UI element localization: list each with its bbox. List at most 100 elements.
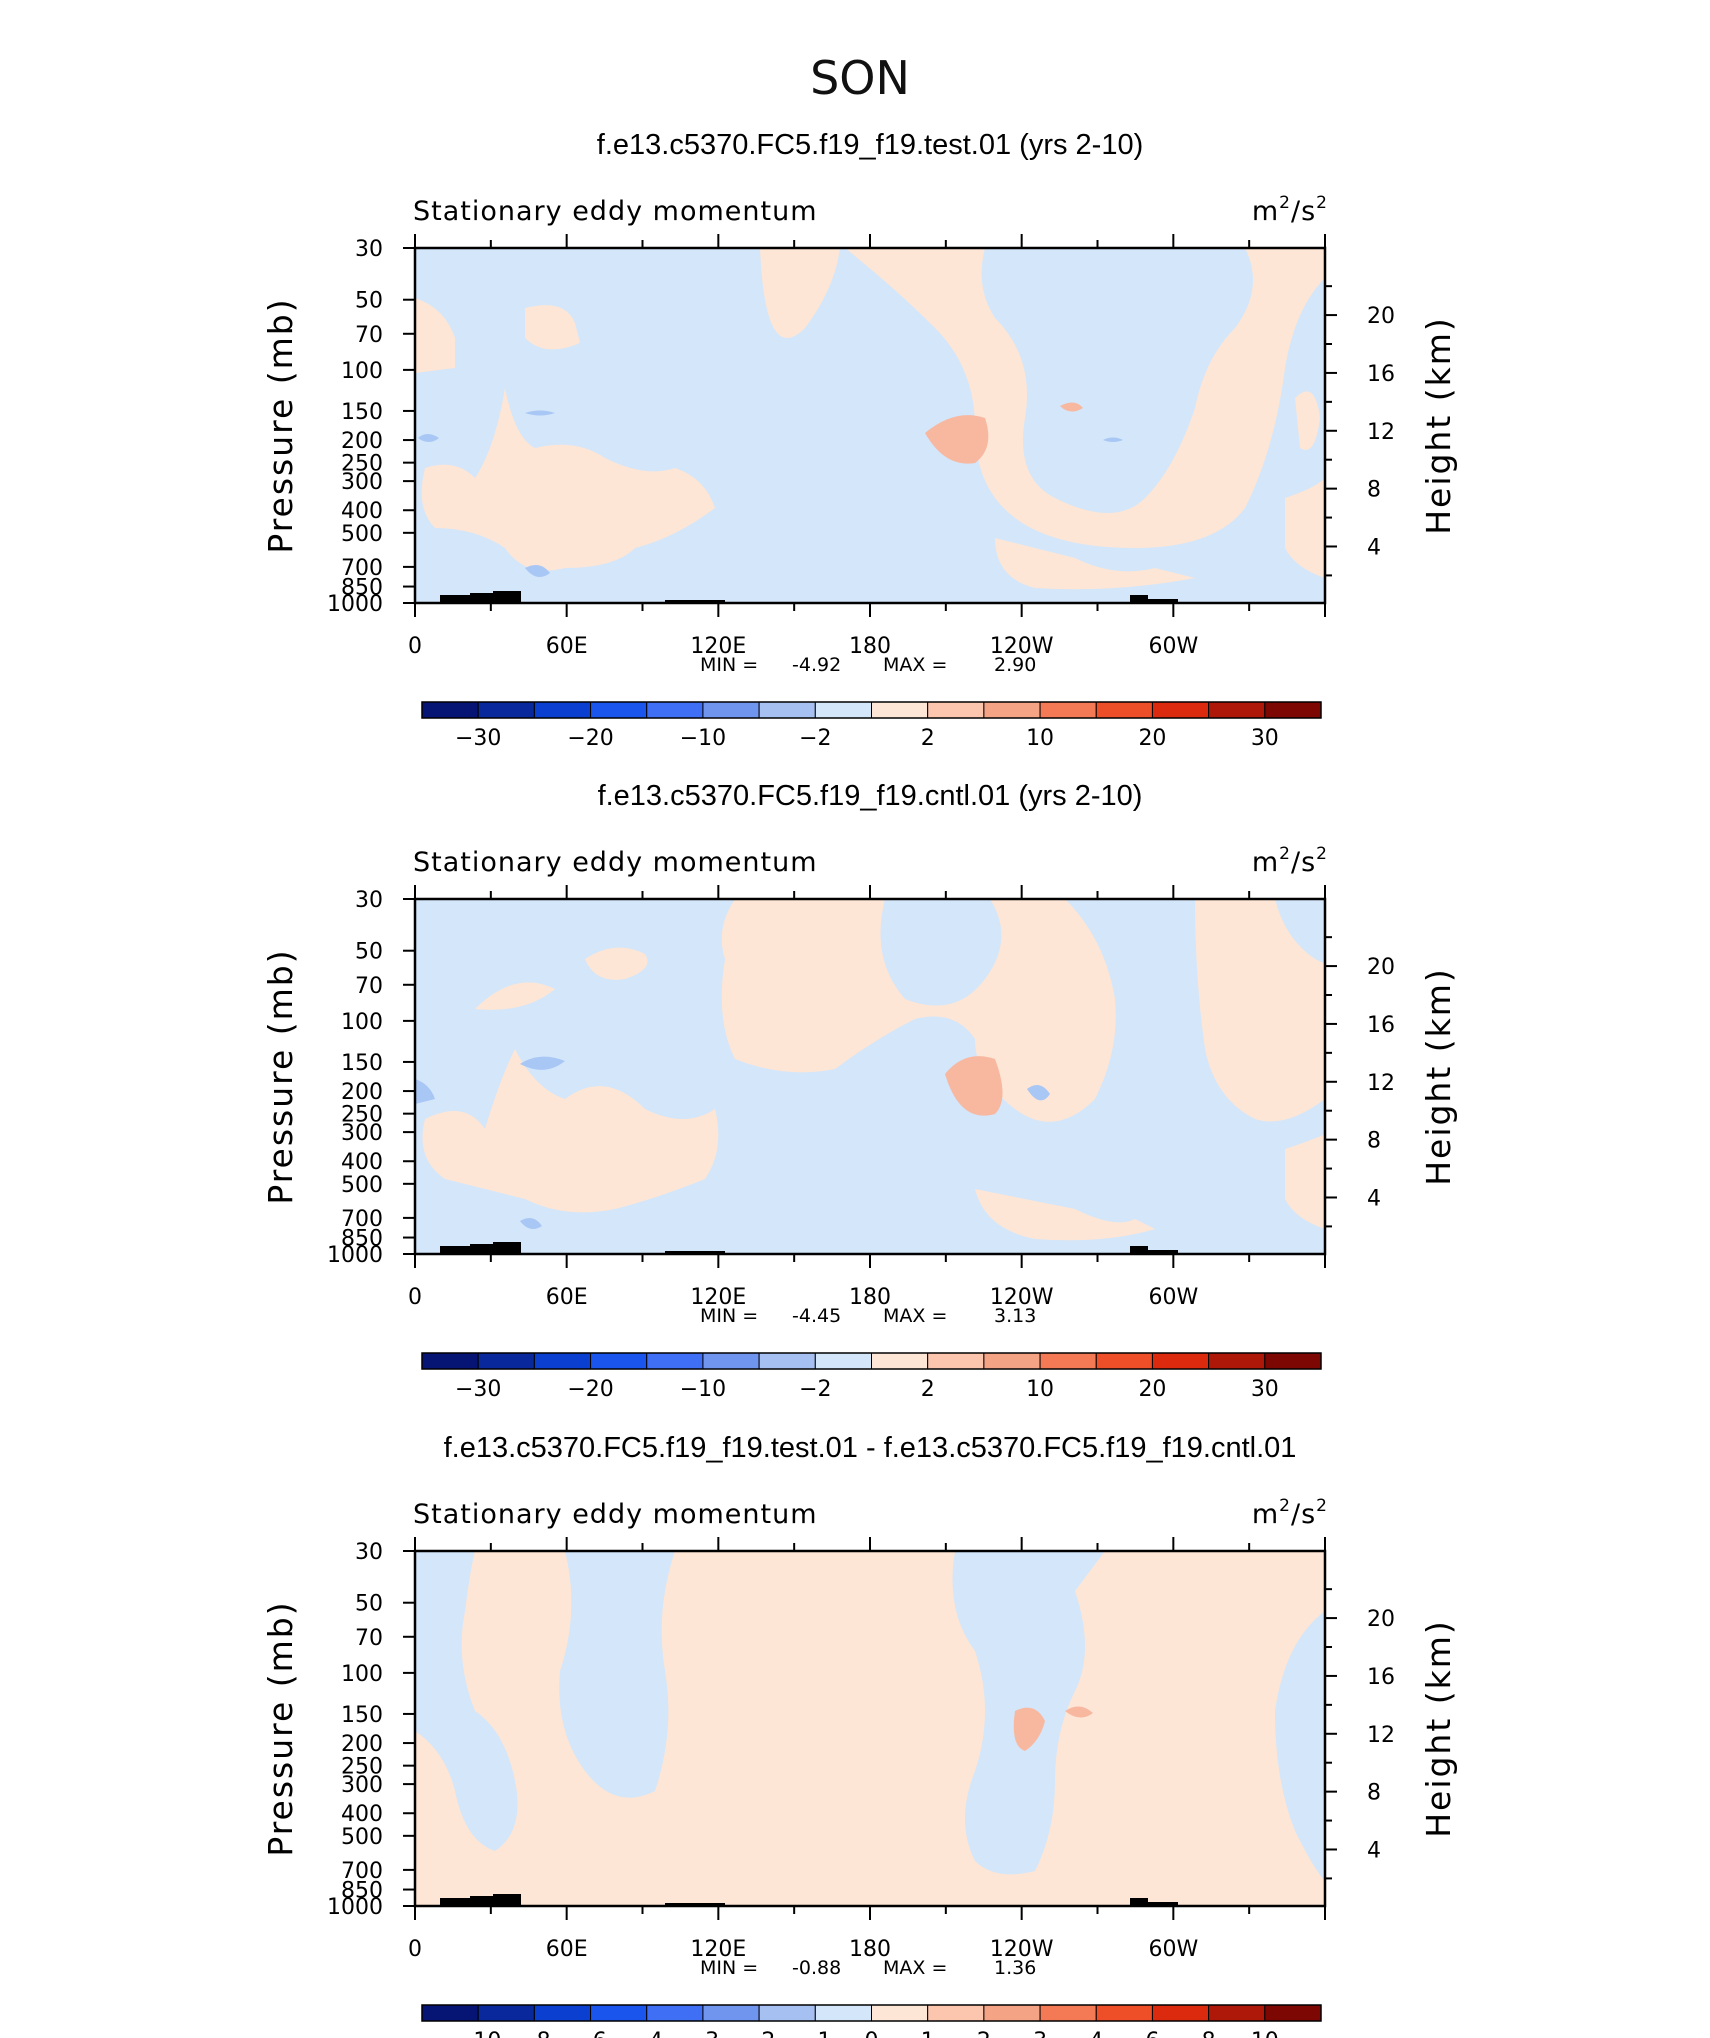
x-tick-label: 60E bbox=[546, 634, 588, 659]
colorbar-swatch bbox=[646, 1352, 704, 1370]
min-label: MIN = bbox=[700, 1305, 758, 1327]
min-value: -4.45 bbox=[792, 1305, 841, 1327]
colorbar: −30 −20 −10 −2 2 10 20 30 bbox=[421, 1352, 1322, 1402]
colorbar-label: −20 bbox=[567, 726, 613, 751]
y-right-tick-label: 20 bbox=[1367, 1607, 1395, 1632]
colorbar-label: −2 bbox=[799, 1377, 831, 1402]
y-tick-label: 200 bbox=[341, 1080, 383, 1105]
figure-title: SON bbox=[810, 51, 910, 105]
x-tick-label: 60E bbox=[546, 1937, 588, 1962]
y-tick-label: 250 bbox=[341, 1103, 383, 1128]
chart-panel-1: f.e13.c5370.FC5.f19_f19.test.01 (yrs 2-1… bbox=[261, 129, 1458, 751]
contour-region-3 bbox=[415, 298, 455, 373]
topography-block bbox=[470, 1896, 495, 1906]
min-label: MIN = bbox=[700, 1957, 758, 1979]
contour-region-13 bbox=[525, 564, 550, 577]
topography-block bbox=[1130, 1246, 1148, 1254]
colorbar-swatch bbox=[1039, 701, 1097, 719]
colorbar-swatch bbox=[590, 2004, 648, 2022]
colorbar-swatch bbox=[983, 701, 1041, 719]
left-label: Stationary eddy momentum bbox=[413, 847, 818, 878]
colorbar-label: 10 bbox=[1026, 1377, 1054, 1402]
colorbar-swatch bbox=[1151, 701, 1210, 719]
colorbar-swatch bbox=[983, 1352, 1041, 1370]
x-tick-label: 120W bbox=[990, 634, 1054, 659]
colorbar-label: 8 bbox=[1202, 2029, 1216, 2038]
colorbar-swatch bbox=[983, 2004, 1041, 2022]
x-tick-label: 60W bbox=[1148, 1285, 1198, 1310]
topography-block bbox=[493, 1242, 521, 1254]
contour-region-11 bbox=[525, 410, 555, 416]
colorbar-label: −10 bbox=[680, 726, 726, 751]
contour-region-8 bbox=[1295, 391, 1320, 450]
y-tick-label: 850 bbox=[341, 1879, 383, 1904]
y-right-tick-label: 8 bbox=[1367, 1781, 1381, 1806]
x-tick-label: 180 bbox=[849, 634, 891, 659]
units-label: m2/s2 bbox=[1252, 1496, 1328, 1530]
units-sup: 2 bbox=[1316, 193, 1328, 213]
y-tick-label: 1000 bbox=[327, 592, 383, 617]
max-label: MAX = bbox=[883, 1957, 947, 1979]
contour-region-10 bbox=[1060, 402, 1083, 412]
colorbar-swatch bbox=[421, 2004, 479, 2022]
y-tick-label: 500 bbox=[341, 1825, 383, 1850]
y-tick-label: 400 bbox=[341, 499, 383, 524]
plot-area bbox=[415, 1551, 1325, 1906]
colorbar-label: 10 bbox=[1026, 726, 1054, 751]
max-label: MAX = bbox=[883, 654, 947, 676]
contour-region-11 bbox=[415, 1079, 435, 1104]
y-tick-label: 50 bbox=[355, 289, 383, 314]
contour-region-7 bbox=[1285, 478, 1325, 578]
y-right-tick-label: 4 bbox=[1367, 535, 1381, 560]
y-right-tick-label: 8 bbox=[1367, 478, 1381, 503]
colorbar-label: −1 bbox=[799, 2029, 831, 2038]
y-tick-label: 70 bbox=[355, 1626, 383, 1651]
units-sup: 2 bbox=[1316, 844, 1328, 864]
colorbar-swatch bbox=[871, 2004, 929, 2022]
colorbar-label: 1 bbox=[921, 2029, 935, 2038]
y-tick-label: 150 bbox=[341, 1051, 383, 1076]
units-mid: /s bbox=[1291, 196, 1316, 227]
y-tick-label: 300 bbox=[341, 1773, 383, 1798]
x-tick-label: 120W bbox=[990, 1937, 1054, 1962]
contour-region-1 bbox=[415, 1551, 1325, 1906]
topography bbox=[440, 1242, 1178, 1254]
x-tick-label: 120E bbox=[690, 634, 746, 659]
colorbar-label: 10 bbox=[1251, 2029, 1279, 2038]
units-mid: /s bbox=[1291, 1499, 1316, 1530]
colorbar-swatch bbox=[1151, 2004, 1210, 2022]
y-tick-label: 100 bbox=[341, 359, 383, 384]
y-tick-label: 70 bbox=[355, 323, 383, 348]
min-value: -0.88 bbox=[792, 1957, 841, 1979]
colorbar-label: 30 bbox=[1251, 726, 1279, 751]
colorbar-swatch bbox=[814, 2004, 872, 2022]
colorbar-swatch bbox=[1208, 1352, 1266, 1370]
colorbar-frame bbox=[421, 1352, 1322, 1370]
y-right-axis-title: Height (km) bbox=[1419, 967, 1458, 1186]
colorbar-swatch bbox=[702, 1352, 760, 1370]
x-tick-label: 60E bbox=[546, 1285, 588, 1310]
y-tick-label: 100 bbox=[341, 1662, 383, 1687]
topography-block bbox=[493, 1894, 521, 1906]
topography-block bbox=[470, 593, 495, 603]
x-tick-label: 0 bbox=[408, 634, 422, 659]
y-tick-label: 850 bbox=[341, 1227, 383, 1252]
topography-block bbox=[440, 1898, 470, 1906]
y-tick-label: 50 bbox=[355, 940, 383, 965]
left-label: Stationary eddy momentum bbox=[413, 196, 818, 227]
contour-region-9 bbox=[925, 415, 989, 464]
y-tick-label: 700 bbox=[341, 1207, 383, 1232]
contour-region-2 bbox=[845, 248, 1325, 548]
y-tick-label: 400 bbox=[341, 1150, 383, 1175]
chart-panel-3: f.e13.c5370.FC5.f19_f19.test.01 - f.e13.… bbox=[261, 1432, 1458, 2038]
colorbar-label: −2 bbox=[743, 2029, 775, 2038]
colorbar-label: 0 bbox=[865, 2029, 879, 2038]
x-tick-label: 120E bbox=[690, 1937, 746, 1962]
colorbar-label: 2 bbox=[921, 726, 935, 751]
colorbar-swatch bbox=[758, 2004, 816, 2022]
contour-region-6 bbox=[975, 1189, 1155, 1241]
units-sup: 2 bbox=[1279, 1496, 1291, 1516]
colorbar-swatch bbox=[927, 701, 985, 719]
contour-region-5 bbox=[421, 388, 715, 571]
